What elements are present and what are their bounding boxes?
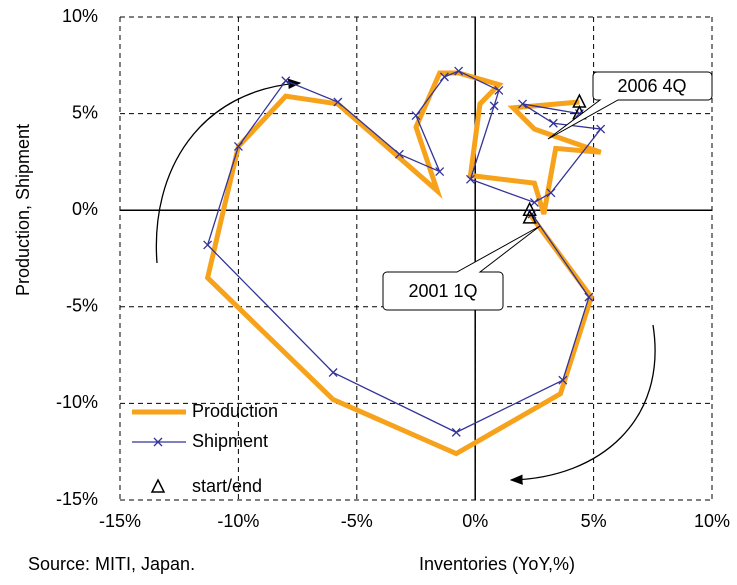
y-tick-label: -5% <box>66 296 98 316</box>
x-marker <box>489 101 499 111</box>
x-marker <box>233 141 243 151</box>
x-marker <box>454 66 464 76</box>
x-marker <box>328 368 338 377</box>
trend-arrow <box>155 78 302 264</box>
y-tick-label: -10% <box>56 392 98 412</box>
callout: 2006 4Q <box>547 71 713 140</box>
annotation: 2001 1Q <box>408 281 477 301</box>
triangle-marker <box>522 201 537 216</box>
triangle-marker <box>150 478 166 493</box>
y-tick-label: 0% <box>72 199 98 219</box>
x-tick-label: -15% <box>99 511 141 531</box>
series-line <box>206 70 602 434</box>
x-marker <box>394 149 404 159</box>
x-marker <box>494 85 504 95</box>
source-note: Source: MITI, Japan. <box>28 554 195 574</box>
x-marker <box>153 437 163 447</box>
x-marker <box>584 292 594 302</box>
legend-label: start/end <box>192 476 262 496</box>
x-tick-label: -10% <box>217 511 259 531</box>
y-tick-label: 10% <box>62 6 98 26</box>
x-marker <box>466 174 475 184</box>
legend-label: Production <box>192 401 278 421</box>
y-tick-label: -15% <box>56 489 98 509</box>
series-line <box>204 70 602 457</box>
trend-arrow <box>509 324 656 485</box>
x-marker <box>518 99 528 109</box>
x-marker <box>333 97 343 107</box>
y-axis-label: Production, Shipment <box>13 124 33 296</box>
x-tick-label: 10% <box>694 511 730 531</box>
x-axis-label: Inventories (YoY,%) <box>419 554 575 574</box>
x-marker <box>546 188 556 198</box>
x-marker <box>435 167 445 177</box>
legend-label: Shipment <box>192 431 268 451</box>
x-marker <box>439 72 449 82</box>
x-marker <box>558 375 568 385</box>
x-tick-label: -5% <box>341 511 373 531</box>
x-marker <box>451 427 461 437</box>
annotation: 2006 4Q <box>617 76 686 96</box>
triangle-marker <box>522 209 537 224</box>
callout: 2001 1Q <box>382 225 541 311</box>
x-marker <box>203 240 213 250</box>
x-marker <box>548 118 558 128</box>
x-marker <box>596 124 606 134</box>
x-tick-label: 5% <box>581 511 607 531</box>
x-marker <box>281 76 291 86</box>
x-tick-label: 0% <box>462 511 488 531</box>
x-marker <box>529 198 539 207</box>
x-marker <box>411 111 421 120</box>
y-tick-label: 5% <box>72 102 98 122</box>
